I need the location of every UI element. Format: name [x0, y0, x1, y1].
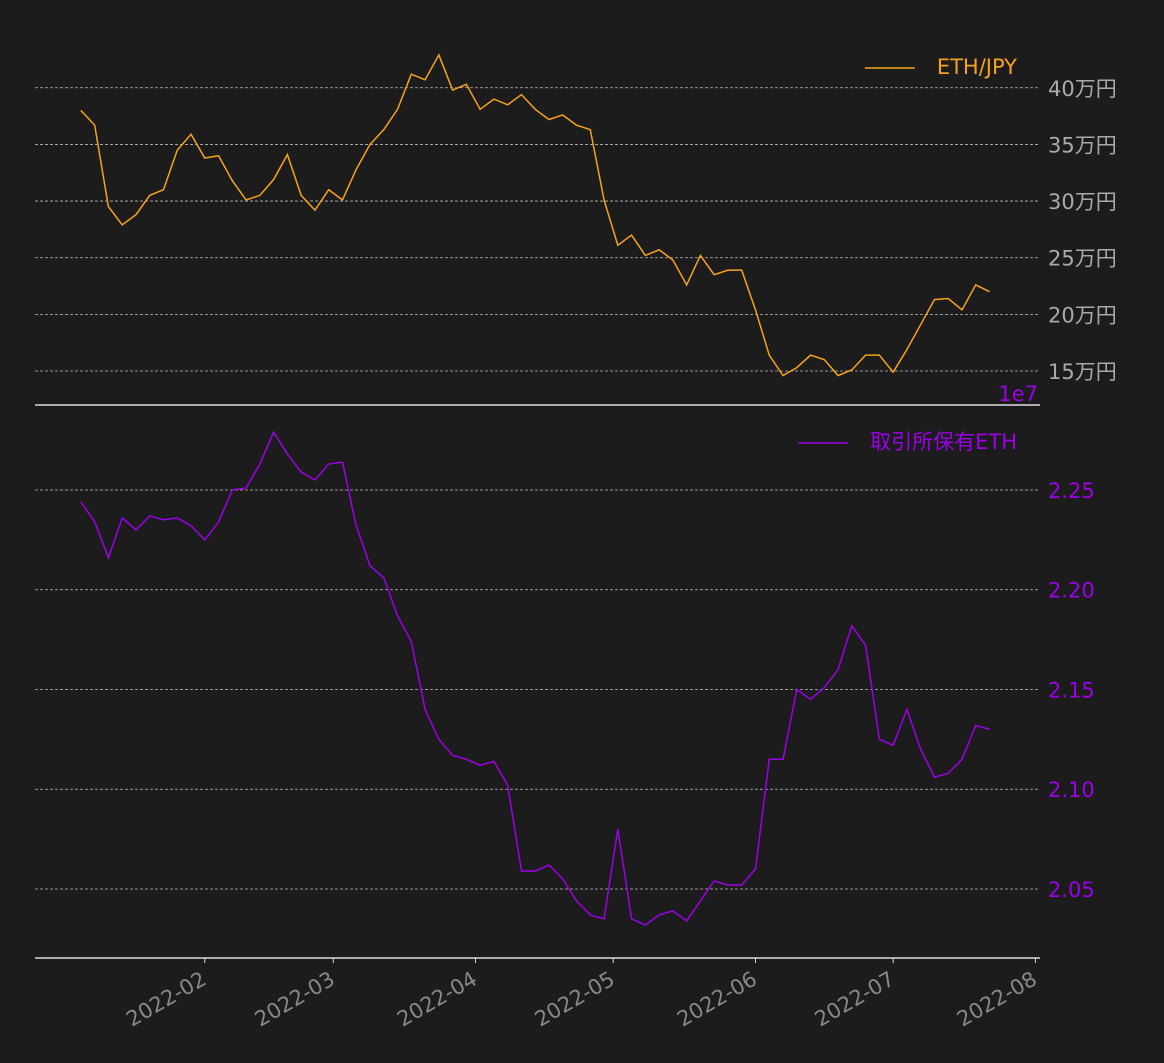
y-tick-label: 25万円	[1048, 247, 1117, 271]
y-tick-label: 35万円	[1048, 133, 1117, 157]
y-tick-label: 2.25	[1048, 479, 1095, 503]
data-line	[80, 430, 990, 926]
y-tick-label: 15万円	[1048, 360, 1117, 384]
y-tick-label: 40万円	[1048, 77, 1117, 101]
y-tick-label: 2.20	[1048, 579, 1095, 603]
x-tick-label: 2022-03	[251, 967, 339, 1032]
y-tick-label: 2.05	[1048, 878, 1095, 902]
data-line	[80, 53, 990, 377]
x-tick-label: 2022-02	[122, 967, 210, 1032]
legend-label: ETH/JPY	[937, 55, 1017, 79]
y-tick-label: 2.15	[1048, 678, 1095, 702]
y-tick-label: 30万円	[1048, 190, 1117, 214]
y-tick-label: 2.10	[1048, 778, 1095, 802]
x-tick-label: 2022-06	[673, 967, 761, 1032]
x-tick-label: 2022-07	[811, 967, 899, 1032]
x-tick-label: 2022-08	[953, 967, 1041, 1032]
legend-label: 取引所保有ETH	[870, 430, 1017, 454]
y-tick-label: 20万円	[1048, 303, 1117, 327]
x-tick-label: 2022-05	[531, 967, 619, 1032]
x-tick-label: 2022-04	[393, 967, 481, 1032]
offset-label: 1e7	[998, 382, 1038, 406]
